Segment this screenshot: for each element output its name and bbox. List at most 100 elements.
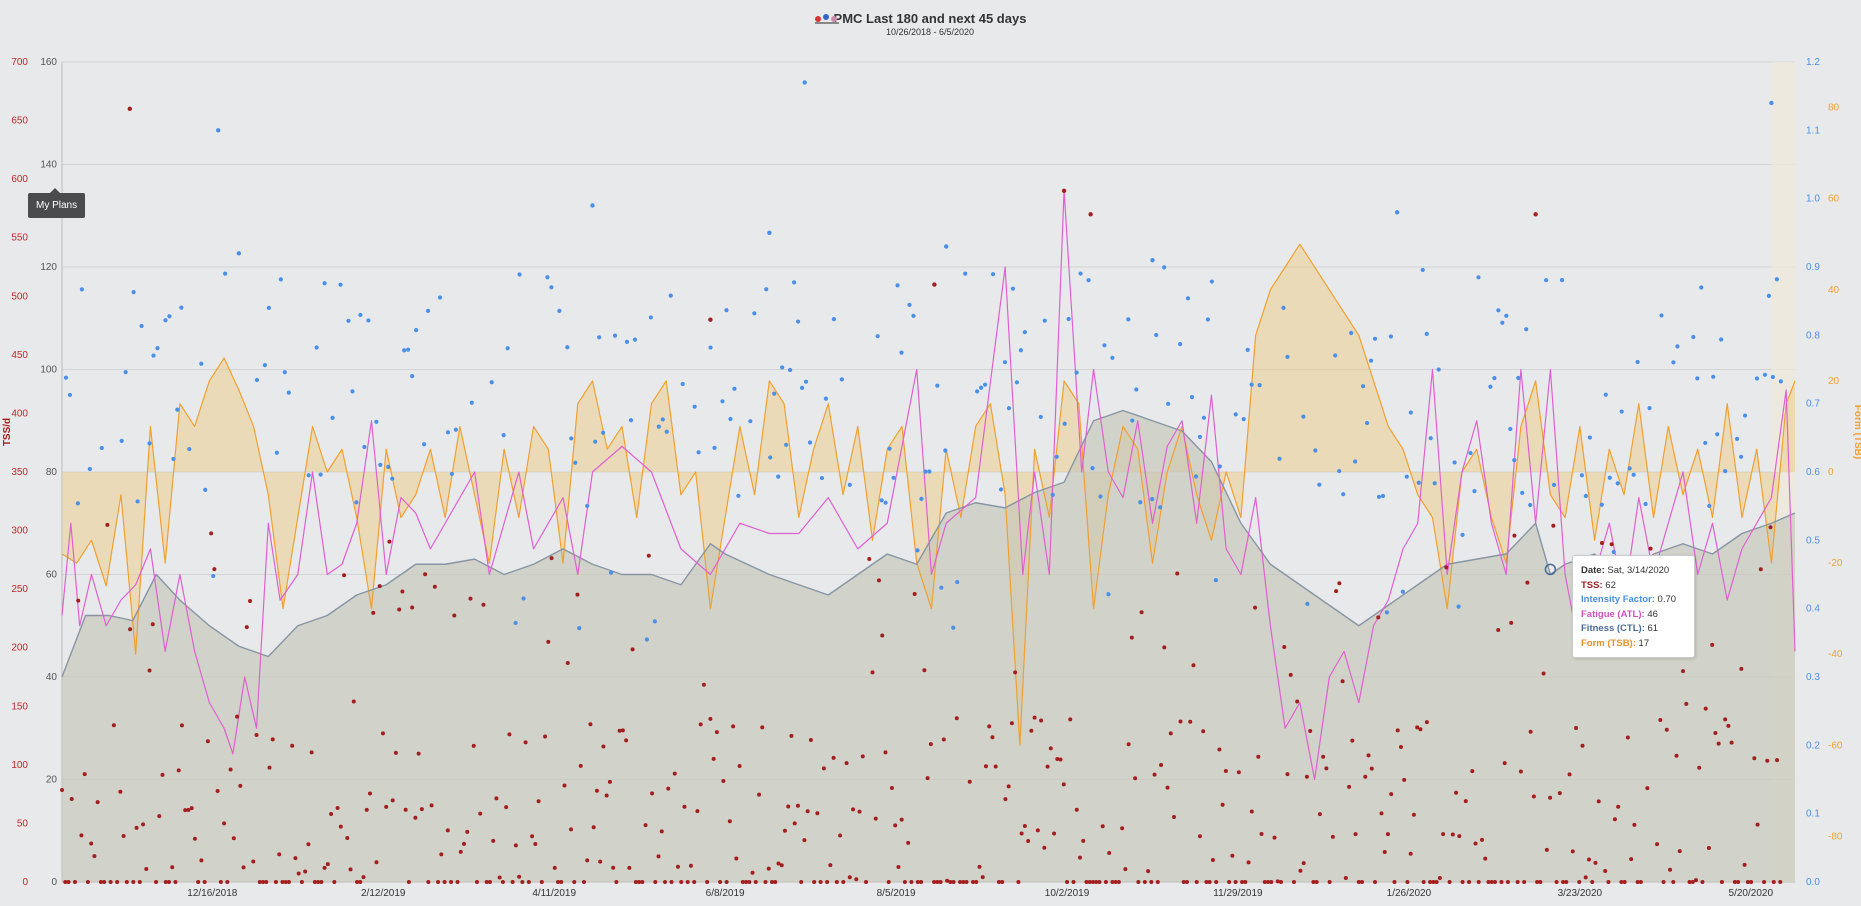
tss-point (1684, 701, 1689, 706)
tss-point (945, 878, 950, 883)
tss-point (1758, 567, 1763, 572)
if-point (919, 496, 924, 501)
tss-point (150, 622, 155, 627)
tss-point (361, 875, 366, 880)
tss-point (238, 783, 243, 788)
tss-point (530, 834, 535, 839)
load-tick-label: 140 (40, 160, 57, 171)
if-point (887, 446, 892, 451)
tss-point (449, 880, 454, 884)
tss-point (426, 880, 431, 884)
if-point (728, 416, 733, 422)
if-point (1472, 489, 1477, 494)
tss-tick-label: 150 (11, 701, 28, 712)
if-point (680, 381, 685, 387)
tss-point (1765, 758, 1770, 763)
tss-point (1077, 855, 1082, 860)
tss-point (231, 836, 236, 841)
tss-point (283, 880, 288, 884)
if-tick-label: 0.5 (1806, 535, 1820, 546)
tss-point (1483, 856, 1488, 861)
if-point (792, 280, 797, 285)
if-point (469, 400, 474, 405)
tsb-tick-label: -20 (1828, 558, 1843, 569)
tss-point (345, 836, 350, 841)
if-tick-label: 0.4 (1806, 604, 1820, 615)
my-plans-button[interactable]: My Plans (28, 188, 86, 218)
tss-point (1428, 880, 1433, 884)
tss-point (705, 880, 710, 884)
tss-point (857, 809, 862, 814)
tss-point (442, 880, 447, 884)
if-point (358, 312, 363, 318)
if-point (748, 419, 753, 424)
tss-tick-label: 50 (17, 818, 29, 829)
tss-point (371, 610, 376, 615)
if-point (1774, 277, 1779, 282)
tss-point (565, 661, 570, 666)
x-tick-label: 11/29/2019 (1213, 888, 1263, 899)
tss-point (987, 724, 992, 729)
tss-point (1068, 717, 1073, 722)
if-point (1277, 456, 1282, 461)
tss-point (1745, 880, 1750, 884)
tss-point (1408, 851, 1413, 856)
tss-point (1084, 880, 1089, 884)
if-point (803, 379, 809, 384)
if-point (1738, 454, 1744, 459)
tss-tick-label: 450 (11, 350, 28, 361)
if-point (79, 287, 84, 292)
if-point (1138, 500, 1143, 505)
if-point (1384, 610, 1390, 615)
tss-point (89, 841, 94, 846)
tss-point (844, 761, 849, 766)
tss-point (225, 880, 230, 884)
tss-point (416, 751, 421, 756)
tss-point (889, 786, 894, 791)
if-point (1018, 348, 1023, 353)
if-point (883, 500, 888, 505)
tss-point (1473, 841, 1478, 846)
tss-point (614, 880, 619, 884)
load-tick-label: 160 (40, 57, 57, 68)
tss-point (675, 864, 680, 869)
tss-point (708, 716, 713, 721)
tss-point (241, 865, 246, 870)
if-point (338, 282, 343, 287)
tss-point (1450, 832, 1455, 837)
tss-point (831, 755, 836, 760)
tss-point (325, 862, 330, 867)
tss-point (1713, 731, 1718, 736)
x-tick-label: 10/2/2019 (1045, 888, 1090, 899)
tss-point (617, 728, 622, 733)
tss-point (1489, 880, 1494, 884)
tss-point (604, 793, 609, 798)
tooltip-tsb: Form (TSB): 17 (1581, 637, 1650, 649)
if-point (1766, 293, 1772, 298)
if-point (1126, 317, 1131, 322)
tss-point (400, 589, 405, 594)
if-tick-label: 0.6 (1806, 467, 1820, 478)
tss-point (364, 807, 369, 812)
tss-point (393, 750, 398, 755)
tss-point (1136, 880, 1141, 884)
tss-point (1175, 571, 1180, 576)
tss-point (462, 841, 467, 846)
tss-point (1009, 721, 1014, 726)
load-tick-label: 60 (46, 570, 58, 581)
tss-point (494, 796, 499, 801)
tss-point (993, 764, 998, 769)
tss-point (270, 737, 275, 742)
tss-point (1298, 868, 1303, 873)
if-point (895, 283, 900, 288)
tss-point (176, 768, 181, 773)
tss-point (688, 863, 693, 868)
tss-point (1061, 188, 1067, 194)
if-point (784, 442, 789, 447)
tss-point (737, 764, 742, 769)
if-point (660, 417, 665, 422)
if-point (1102, 343, 1107, 348)
tss-point (1334, 589, 1339, 594)
tss-point (1204, 880, 1209, 884)
load-tick-label: 80 (46, 467, 58, 478)
